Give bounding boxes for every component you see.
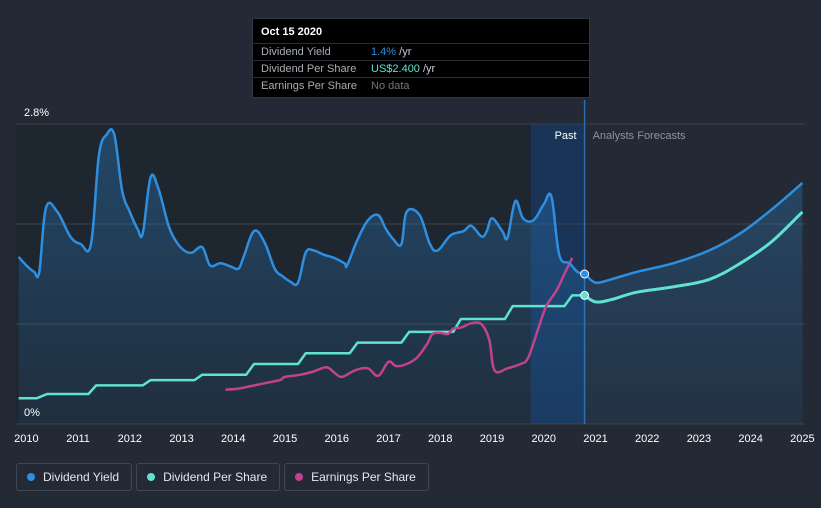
dividend-per-share-forecast-line bbox=[583, 210, 804, 304]
legend-dot-icon bbox=[295, 473, 304, 481]
tooltip-yield-value: 1.4% bbox=[371, 46, 397, 58]
legend-label: Dividend Yield bbox=[43, 470, 120, 484]
tooltip-unit: /yr bbox=[419, 63, 436, 75]
legend: Dividend Yield Dividend Per Share Earnin… bbox=[16, 463, 433, 493]
y-axis-max-label: 2.8% bbox=[24, 107, 49, 119]
legend-label: Earnings Per Share bbox=[311, 470, 416, 484]
tooltip-row-dividend-yield: Dividend Yield 1.4% /yr bbox=[253, 43, 589, 61]
x-tick-label: 2024 bbox=[738, 433, 762, 445]
legend-label: Dividend Per Share bbox=[163, 470, 268, 484]
tooltip-date: Oct 15 2020 bbox=[261, 26, 323, 38]
x-tick-label: 2018 bbox=[428, 433, 452, 445]
analysts-forecasts-label: Analysts Forecasts bbox=[593, 130, 686, 142]
tooltip-label: Dividend Yield bbox=[261, 46, 331, 58]
tooltip-dps-value: US$2.400 bbox=[371, 63, 420, 75]
legend-dot-icon bbox=[27, 473, 35, 481]
x-tick-label: 2019 bbox=[480, 433, 504, 445]
x-tick-label: 2023 bbox=[687, 433, 711, 445]
x-tick-label: 2015 bbox=[273, 433, 297, 445]
x-tick-label: 2012 bbox=[118, 433, 142, 445]
x-tick-label: 2021 bbox=[583, 433, 607, 445]
tooltip-value: 1.4% /yr bbox=[371, 46, 411, 58]
legend-dividend-per-share[interactable]: Dividend Per Share bbox=[136, 463, 281, 491]
past-label: Past bbox=[555, 130, 577, 142]
dividend-yield-marker bbox=[580, 269, 590, 279]
tooltip-label: Dividend Per Share bbox=[261, 63, 357, 75]
tooltip: Oct 15 2020 Dividend Yield 1.4% /yr Divi… bbox=[252, 18, 590, 98]
x-tick-label: 2017 bbox=[376, 433, 400, 445]
tooltip-label: Earnings Per Share bbox=[261, 80, 357, 92]
x-tick-label: 2013 bbox=[169, 433, 193, 445]
tooltip-unit: /yr bbox=[396, 46, 412, 58]
earnings-per-share-line bbox=[225, 257, 574, 391]
y-axis-min-label: 0% bbox=[24, 407, 40, 419]
dividend-per-share-marker bbox=[580, 290, 590, 300]
legend-dot-icon bbox=[147, 473, 156, 481]
x-tick-label: 2022 bbox=[635, 433, 659, 445]
x-tick-label: 2010 bbox=[14, 433, 38, 445]
x-tick-label: 2025 bbox=[790, 433, 814, 445]
dividend-per-share-line bbox=[18, 294, 585, 400]
x-tick-label: 2014 bbox=[221, 433, 245, 445]
x-tick-label: 2011 bbox=[66, 433, 90, 445]
legend-earnings-per-share[interactable]: Earnings Per Share bbox=[284, 463, 429, 491]
x-tick-label: 2016 bbox=[325, 433, 349, 445]
tooltip-row-earnings-per-share: Earnings Per Share No data bbox=[253, 77, 589, 95]
dividend-yield-area bbox=[18, 129, 803, 424]
tooltip-value: US$2.400 /yr bbox=[371, 63, 435, 75]
tooltip-row-dividend-per-share: Dividend Per Share US$2.400 /yr bbox=[253, 60, 589, 78]
dividend-yield-line bbox=[17, 128, 804, 287]
x-tick-label: 2020 bbox=[531, 433, 555, 445]
tooltip-eps-value: No data bbox=[371, 80, 410, 92]
legend-dividend-yield[interactable]: Dividend Yield bbox=[16, 463, 133, 491]
